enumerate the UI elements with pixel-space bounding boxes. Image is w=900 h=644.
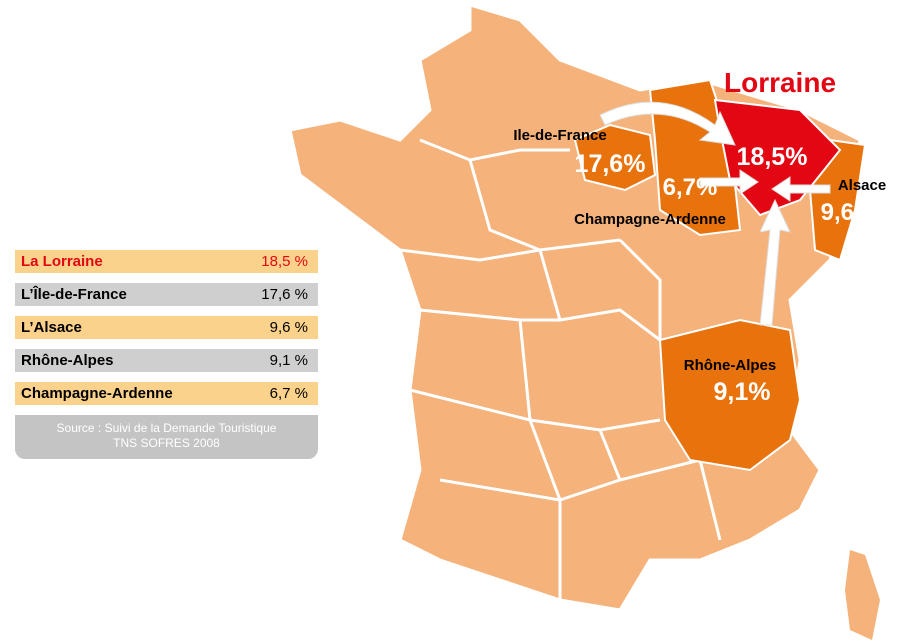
- row-name: L’Alsace: [21, 319, 82, 336]
- region-name: Alsace: [838, 177, 886, 194]
- table-row: Champagne-Ardenne 6,7 %: [15, 382, 318, 406]
- row-name: L’Île-de-France: [21, 286, 127, 303]
- source-line: Source : Suivi de la Demande Touristique: [56, 421, 277, 435]
- map-title: Lorraine: [724, 67, 836, 98]
- table-row: L’Île-de-France 17,6 %: [15, 283, 318, 307]
- region-ile-de-france: [573, 123, 657, 192]
- region-value: 9,6%: [821, 199, 876, 226]
- source-line: TNS SOFRES 2008: [113, 436, 220, 450]
- region-value: 17,6%: [575, 150, 646, 178]
- region-value: 18,5%: [737, 143, 808, 171]
- row-value: 6,7 %: [269, 385, 308, 402]
- row-name: Rhône-Alpes: [21, 352, 114, 369]
- corsica: [845, 550, 880, 640]
- table-row: L’Alsace 9,6 %: [15, 316, 318, 340]
- region-borders: [399, 138, 722, 600]
- table-row: La Lorraine 18,5 %: [15, 250, 318, 274]
- region-name: Rhône-Alpes: [684, 357, 777, 374]
- arrows: [599, 101, 831, 326]
- row-name: Champagne-Ardenne: [21, 385, 173, 402]
- region-value: 6,7%: [663, 174, 718, 201]
- region-value: 9,1%: [714, 378, 771, 406]
- row-value: 9,1 %: [269, 352, 308, 369]
- region-name: Champagne-Ardenne: [574, 211, 726, 228]
- row-value: 9,6 %: [269, 319, 308, 336]
- region-name: Ile-de-France: [513, 127, 606, 144]
- table-row: Rhône-Alpes 9,1 %: [15, 349, 318, 373]
- row-value: 18,5 %: [261, 253, 308, 270]
- row-name: La Lorraine: [21, 253, 103, 270]
- region-rhone-alpes: [658, 318, 802, 472]
- source: Source : Suivi de la Demande Touristique…: [15, 415, 318, 459]
- row-value: 17,6 %: [261, 286, 308, 303]
